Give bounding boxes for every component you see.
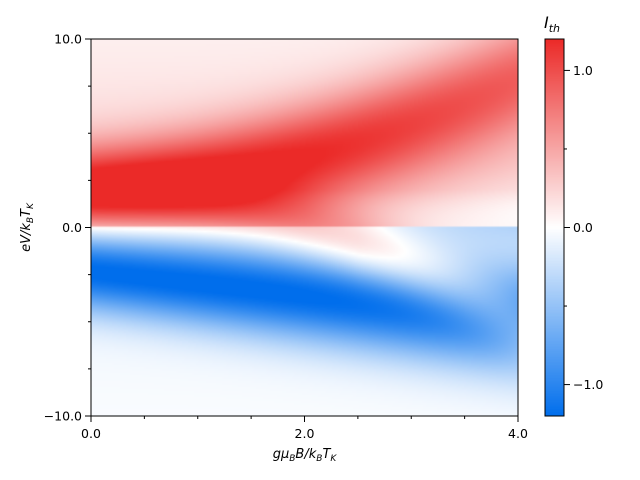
x-tick-label: 4.0 [508,426,528,441]
colorbar-ticks: 1.0 0.0 −1.0 [564,63,603,392]
colorbar: 1.0 0.0 −1.0 Ith [544,13,603,417]
y-axis-label: eV/kBTK [19,202,36,252]
colorbar-tick-label: 1.0 [573,63,593,78]
colorbar-tick-label: 0.0 [573,220,593,235]
y-axis: −10.0 0.0 10.0 [44,32,91,424]
x-tick-label: 2.0 [295,426,315,441]
y-tick-label: −10.0 [44,409,82,424]
x-tick-label: 0.0 [81,426,101,441]
x-axis-label: gμBB/kBTK [273,447,338,464]
x-axis: 0.0 2.0 4.0 [81,416,528,441]
heatmap-image [91,39,518,416]
colorbar-gradient [545,39,564,416]
y-tick-label: 10.0 [54,32,82,47]
heatmap-plot-area [90,38,519,417]
y-tick-label: 0.0 [62,220,82,235]
colorbar-tick-label: −1.0 [573,377,603,392]
colorbar-title: Ith [544,13,560,35]
